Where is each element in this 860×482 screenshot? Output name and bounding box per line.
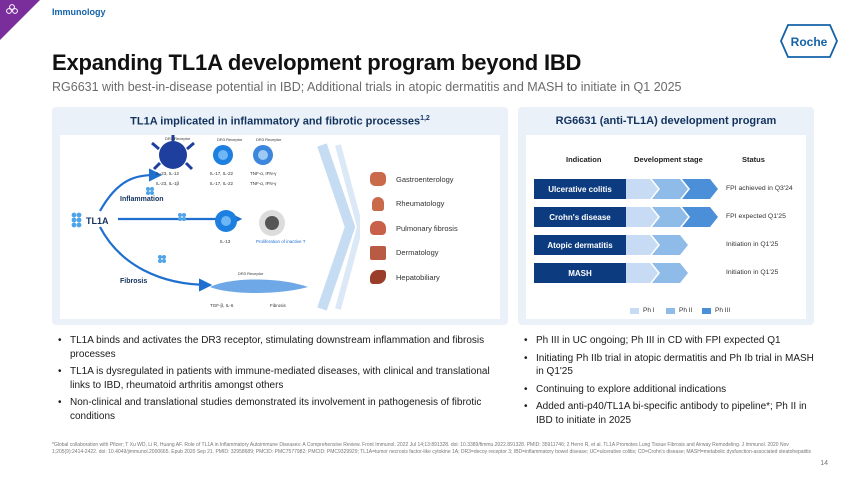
lungs-icon: [370, 221, 386, 236]
status-uc: FPI achieved in Q3'24: [726, 185, 793, 192]
flower-icon: [6, 4, 18, 14]
tl1a-ligand-icon: [71, 212, 82, 228]
legend-ph1: Ph I: [630, 307, 655, 314]
rg6631-panel-title: RG6631 (anti-TL1A) development program: [555, 115, 777, 127]
organ-list: Gastroenterology Rheumatology Pulmonary …: [370, 167, 458, 290]
organ-item: Rheumatology: [370, 192, 458, 217]
organ-item: Gastroenterology: [370, 167, 458, 192]
bullet-item: Ph III in UC ongoing; Ph III in CD with …: [524, 334, 816, 348]
bullet-item: Continuing to explore additional indicat…: [524, 383, 816, 397]
fibroblast-icon: [210, 279, 308, 293]
corner-accent: [0, 0, 40, 40]
legend-swatch: [702, 307, 711, 314]
bullet-item: Initiating Ph IIb trial in atopic dermat…: [524, 352, 816, 379]
svg-text:IL-23, IL-1β: IL-23, IL-1β: [156, 181, 180, 186]
legend-ph2: Ph II: [666, 307, 692, 314]
dr3-receptor-label-4: DR3 Receptor: [238, 271, 264, 276]
chevron-small-icon: [335, 144, 360, 310]
indication-label: Ulcerative colitis: [534, 179, 626, 199]
tl1a-panel-title: TL1A implicated in inflammatory and fibr…: [130, 115, 430, 128]
tl1a-label: TL1A: [86, 216, 109, 226]
dr3-receptor-label-3: DR3 Receptor: [256, 137, 282, 142]
right-bullets: Ph III in UC ongoing; Ph III in CD with …: [524, 334, 816, 432]
il13-label: IL-13: [220, 239, 231, 244]
cytokines-3: TNF-α, IFN-γ: [250, 171, 277, 176]
dendritic-cell-icon: [151, 135, 195, 171]
logo-text: Roche: [791, 35, 828, 49]
col-status: Status: [742, 155, 765, 164]
page-number: 14: [820, 460, 828, 467]
cytokines-1: IL-23, IL-12: [156, 171, 180, 176]
arrow-fibrosis: [99, 226, 213, 292]
legend-swatch: [630, 307, 639, 314]
roche-logo: Roche: [780, 24, 838, 58]
organ-item: Hepatobiliary: [370, 265, 458, 290]
stage-bar: [626, 179, 718, 199]
cytokines-2: IL-17, IL-22: [210, 171, 234, 176]
stage-bar: [626, 263, 688, 283]
status-ad: Initiation in Q1'25: [726, 241, 779, 248]
stage-bar: [626, 235, 688, 255]
stage-bar: [626, 207, 718, 227]
skin-icon: [370, 245, 386, 260]
svg-text:TNF-α, IFN-γ: TNF-α, IFN-γ: [250, 181, 277, 186]
rg6631-table-area: [526, 135, 806, 319]
organ-item: Dermatology: [370, 241, 458, 266]
fibrosis-sublabel: Fibrosis: [270, 303, 287, 308]
program-row-uc: Ulcerative colitis: [534, 179, 718, 199]
indication-label: Crohn's disease: [534, 207, 626, 227]
bullet-item: Non-clinical and translational studies d…: [58, 396, 502, 423]
program-row-ad: Atopic dermatitis: [534, 235, 718, 255]
legend-swatch: [666, 307, 675, 314]
col-stage: Development stage: [634, 155, 703, 164]
left-bullets: TL1A binds and activates the DR3 recepto…: [58, 334, 502, 428]
svg-text:IL-17, IL-22: IL-17, IL-22: [210, 181, 234, 186]
fibrosis-label: Fibrosis: [120, 278, 147, 285]
organ-item: Pulmonary fibrosis: [370, 216, 458, 241]
status-cd: FPI expected Q1'25: [726, 213, 786, 220]
program-row-mash: MASH: [534, 263, 718, 283]
indication-label: Atopic dermatitis: [534, 235, 626, 255]
fibrosis-cytokines: TGF-β, IL-6: [210, 303, 234, 308]
page-title: Expanding TL1A development program beyon…: [52, 50, 582, 75]
inflammation-label: Inflammation: [120, 196, 164, 203]
legend-ph3: Ph III: [702, 307, 730, 314]
status-mash: Initiation in Q1'25: [726, 269, 779, 276]
program-row-cd: Crohn's disease: [534, 207, 718, 227]
proliferation-label: Proliferation of inactive T: [256, 239, 306, 244]
tl1a-panel: TL1A implicated in inflammatory and fibr…: [52, 107, 508, 325]
bullet-item: TL1A binds and activates the DR3 recepto…: [58, 334, 502, 361]
col-indication: Indication: [566, 155, 602, 164]
bullet-item: TL1A is dysregulated in patients with im…: [58, 365, 502, 392]
page-subtitle: RG6631 with best-in-disease potential in…: [52, 80, 682, 94]
joint-icon: [372, 196, 384, 211]
chevron-big-icon: [317, 143, 356, 311]
dr3-receptor-label-1: DR3 Receptor: [165, 136, 191, 141]
liver-icon: [370, 270, 386, 285]
rg6631-panel: RG6631 (anti-TL1A) development program I…: [518, 107, 814, 325]
dr3-receptor-label-2: DR3 Receptor: [217, 137, 243, 142]
bullet-item: Added anti-p40/TL1A bi-specific antibody…: [524, 400, 816, 427]
footnote: *Global collaboration with Pfizer; T Xu …: [52, 442, 812, 455]
section-label: Immunology: [52, 7, 106, 17]
stomach-icon: [370, 172, 386, 187]
tl1a-diagram-area: TL1A Inflammation Fibrosis DR3 Receptor …: [60, 135, 500, 319]
indication-label: MASH: [534, 263, 626, 283]
tl1a-pathway-diagram: TL1A Inflammation Fibrosis DR3 Receptor …: [71, 135, 360, 311]
arrow-inflammation: [99, 168, 163, 212]
